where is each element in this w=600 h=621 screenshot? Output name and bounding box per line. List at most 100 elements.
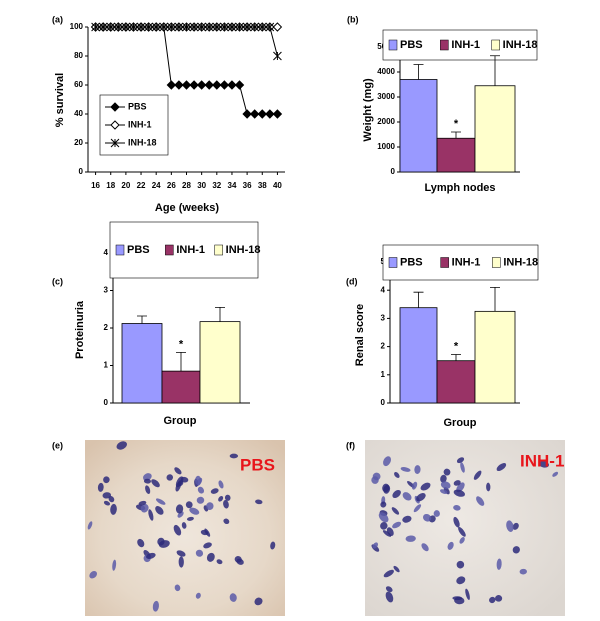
nucleus (443, 487, 450, 495)
marker (249, 109, 260, 119)
nucleus (459, 537, 465, 544)
nucleus (148, 509, 154, 521)
nucleus (400, 467, 411, 472)
marker (144, 22, 153, 32)
panel-label: (b) (347, 14, 359, 24)
nucleus (392, 489, 401, 499)
legend-label: PBS (127, 244, 150, 256)
nucleus (394, 472, 400, 478)
x-axis-label: Age (weeks) (155, 202, 220, 214)
y-tick-label: 1000 (377, 142, 395, 151)
marker (220, 22, 229, 32)
nucleus (414, 465, 421, 474)
nucleus (224, 494, 231, 501)
y-axis-label: Renal score (354, 304, 366, 366)
y-tick-label: 4 (104, 248, 109, 257)
y-tick-label: 80 (74, 51, 83, 60)
panel-label: (d) (346, 276, 358, 286)
legend-label: INH-18 (128, 137, 157, 147)
nucleus (465, 588, 470, 601)
marker (219, 80, 230, 90)
y-axis-label: Proteinuria (74, 300, 86, 359)
nucleus (433, 510, 440, 517)
marker (257, 22, 267, 32)
marker (166, 80, 177, 90)
panel-label: (e) (52, 440, 63, 450)
marker (189, 80, 199, 90)
nucleus (112, 559, 117, 571)
nucleus (203, 542, 212, 549)
panel-label: (c) (52, 276, 63, 286)
nucleus (416, 493, 426, 502)
marker (98, 22, 108, 32)
nucleus (447, 541, 454, 550)
marker (197, 22, 207, 32)
panel-label: (f) (346, 440, 355, 450)
legend-box (382, 244, 539, 281)
nucleus (378, 512, 389, 523)
x-axis-label: Group (164, 415, 197, 427)
legend-label: INH-18 (503, 256, 538, 268)
marker (257, 109, 267, 119)
nucleus (552, 471, 559, 477)
marker (129, 22, 138, 32)
bar (399, 307, 438, 404)
nucleus (229, 593, 237, 602)
y-tick-label: 60 (74, 80, 83, 89)
nucleus (176, 550, 186, 557)
y-tick-label: 3000 (377, 92, 395, 101)
nucleus (157, 537, 165, 546)
marker (189, 22, 199, 32)
marker (250, 22, 260, 32)
marker (196, 80, 207, 90)
nucleus (440, 489, 448, 494)
bar (399, 79, 438, 173)
nucleus (174, 584, 181, 592)
error-bar (451, 131, 461, 139)
image-caption: INH-1 (520, 451, 564, 470)
legend-label: INH-1 (176, 244, 205, 256)
nucleus (143, 478, 152, 484)
x-tick-label: 40 (273, 181, 282, 190)
nucleus (223, 499, 229, 509)
error-bar (413, 291, 424, 308)
x-tick-label: 32 (212, 181, 221, 190)
x-tick-label: 38 (258, 181, 267, 190)
nucleus (413, 504, 422, 513)
y-tick-label: 0 (104, 398, 109, 407)
legend-box (109, 221, 259, 279)
bar (474, 310, 516, 404)
nucleus (452, 596, 463, 601)
nucleus (382, 483, 390, 493)
marker (159, 22, 169, 32)
nucleus (391, 507, 400, 515)
legend-swatch (214, 244, 223, 256)
nucleus (489, 596, 496, 604)
nucleus (453, 516, 460, 528)
marker (166, 22, 176, 32)
marker (212, 80, 222, 90)
marker (265, 22, 275, 32)
y-tick-label: 3 (381, 314, 386, 323)
annotation: * (454, 118, 459, 130)
x-tick-label: 36 (243, 181, 252, 190)
legend-swatch (440, 257, 449, 268)
marker (272, 109, 283, 119)
nucleus (270, 541, 276, 550)
legend-swatch (492, 257, 501, 268)
error-bar (176, 351, 186, 372)
nucleus (87, 521, 93, 530)
nucleus (210, 488, 219, 494)
nucleus (216, 559, 223, 565)
nucleus (102, 492, 112, 499)
marker (182, 22, 191, 32)
nucleus (206, 552, 215, 562)
legend-swatch (115, 244, 125, 256)
nucleus (538, 461, 550, 468)
nucleus (186, 516, 194, 521)
nucleus (453, 489, 466, 497)
nucleus (453, 504, 461, 511)
y-tick-label: 0 (391, 167, 396, 176)
nucleus (181, 522, 187, 529)
bar (199, 321, 241, 404)
